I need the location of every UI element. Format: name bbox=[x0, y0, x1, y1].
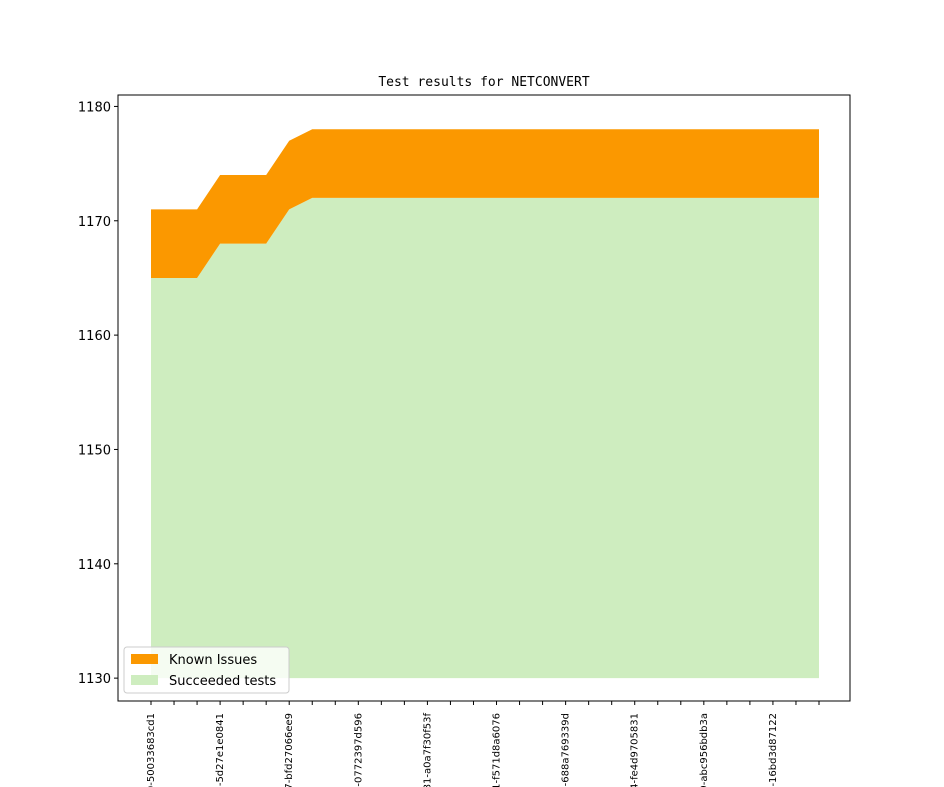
area-succeeded-tests bbox=[151, 197, 819, 679]
legend-swatch bbox=[131, 654, 158, 664]
area-known-issues bbox=[151, 129, 819, 278]
series-layer bbox=[151, 129, 819, 679]
x-tick-label: 1-f571d8a6076 bbox=[492, 713, 503, 787]
y-tick-label: 1150 bbox=[78, 443, 111, 458]
legend: Known Issues Succeeded tests bbox=[123, 646, 290, 694]
y-tick-label: 1130 bbox=[78, 672, 111, 687]
x-tick-label: 9-abc956bdb3a bbox=[699, 713, 710, 787]
x-tick-label: 0-50033683cd1 bbox=[146, 713, 157, 787]
x-tick-label: 7-bfd27066ee9 bbox=[284, 713, 295, 787]
x-tick-label: 5-5d27e1e0841 bbox=[215, 713, 226, 787]
legend-label: Known Issues bbox=[169, 653, 257, 668]
x-axis: 0-50033683cd1 5-5d27e1e0841 7-bfd27066ee9 -… bbox=[146, 701, 820, 787]
y-tick-label: 1160 bbox=[78, 329, 111, 344]
x-tick-label: 81-a0a7f30f53f bbox=[422, 713, 433, 787]
y-axis: 1130 1140 1150 1160 1170 1180 bbox=[78, 100, 118, 687]
legend-box bbox=[123, 646, 290, 694]
y-tick-label: 1170 bbox=[78, 215, 111, 230]
x-tick-label: 4-fe4d9705831 bbox=[630, 713, 641, 787]
x-tick-label: 3-16bd3d87122 bbox=[768, 713, 779, 787]
legend-label: Succeeded tests bbox=[169, 674, 276, 689]
y-tick-label: 1140 bbox=[78, 558, 111, 573]
plot-area bbox=[117, 94, 851, 702]
x-tick-label: 5-688a769339d bbox=[561, 713, 572, 787]
chart-title: Test results for NETCONVERT bbox=[378, 75, 589, 90]
x-tick-label: -0772397d596 bbox=[353, 713, 364, 787]
y-tick-label: 1180 bbox=[78, 100, 111, 115]
legend-swatch bbox=[131, 675, 158, 685]
